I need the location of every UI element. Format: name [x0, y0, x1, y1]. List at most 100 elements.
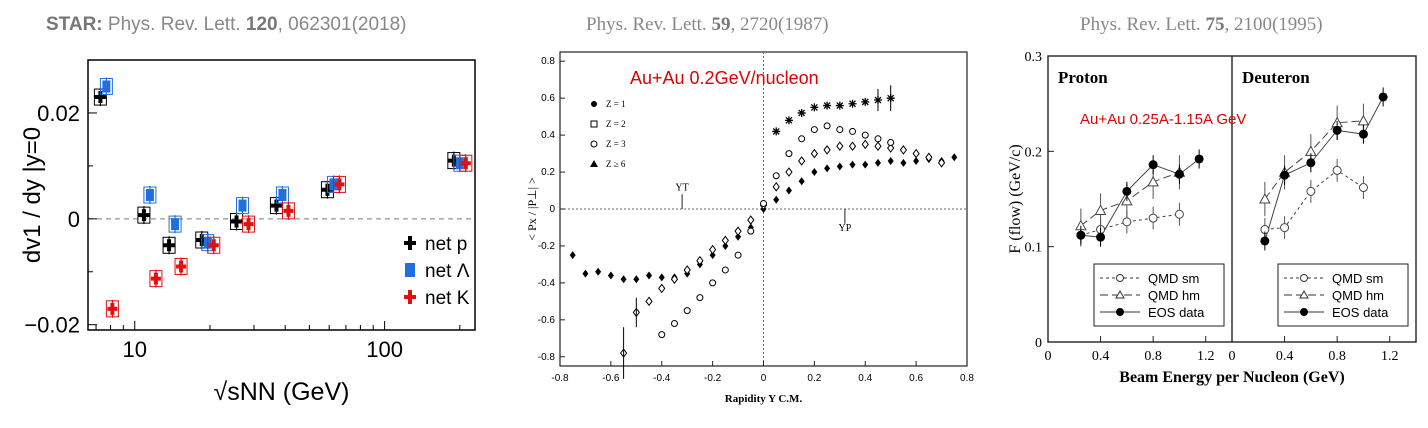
data-point-net-p [137, 209, 150, 222]
deuteron-eos-data-point [1358, 129, 1368, 139]
legend-label: Z ≥ 6 [606, 159, 626, 169]
y-tick-label: 0.02 [37, 101, 80, 126]
sys-error-box [105, 300, 119, 318]
data-point-z1 [836, 162, 843, 171]
x-tick-label: 0.4 [858, 373, 872, 384]
panel-title: Deuteron [1242, 68, 1310, 87]
data-point-z2 [658, 283, 666, 294]
x-tick-label: 0.8 [960, 373, 974, 384]
deuteron-qmd-sm-point [1332, 165, 1342, 175]
data-point-z2 [899, 145, 908, 155]
data-point-z2 [721, 235, 729, 246]
x-tick-label: 0.8 [1328, 349, 1346, 364]
sys-error-box [236, 197, 250, 215]
data-point-z3 [798, 135, 806, 143]
deuteron-eos-fit-line [1264, 96, 1384, 242]
annotation-au-au: Au+Au 0.2GeV/nucleon [630, 68, 819, 88]
sys-error-box [207, 236, 221, 254]
legend-marker [404, 290, 416, 304]
legend-marker [590, 160, 598, 167]
legend-marker [1115, 289, 1125, 299]
y-tick-label: 0.6 [541, 93, 555, 104]
data-point-z1 [862, 160, 869, 169]
chart-star-dv1dy: 10 100 0.02 0 −0.02 √sNN (GeV) dv1 / dy |y=0 ne… [0, 40, 490, 423]
chart-flow-vs-energy: 0.3 0.2 0.1 0 0 0.4 0.8 1.2 Proton 0 0.4 0.8 1.2 Deut… [1000, 40, 1428, 423]
legend-label: net Λ [425, 261, 470, 282]
data-point-z1 [735, 232, 742, 241]
y-axis-label: F (flow) (GeV/c) [1007, 144, 1024, 253]
data-point-z3 [861, 131, 869, 139]
data-point-z1 [951, 153, 958, 162]
plot-frame [87, 59, 476, 331]
y-axis-label: dv1 / dy |y=0 [19, 127, 46, 263]
sys-error-box [281, 202, 295, 220]
data-point-z2 [709, 244, 717, 255]
annotation-au-au: Au+Au 0.25A-1.15A GeV [1080, 111, 1246, 128]
x-tick-label: 100 [366, 337, 403, 362]
data-point-z3 [810, 126, 818, 134]
x-axis-label: Rapidity Y C.M. [725, 393, 803, 405]
data-point-z3 [836, 126, 844, 134]
data-point-z3 [658, 331, 666, 339]
data-point-z3 [683, 307, 691, 315]
data-point-z6 [797, 108, 806, 117]
legend-marker [1300, 308, 1308, 316]
legend-label: EOS data [1148, 305, 1205, 320]
data-point-z6 [784, 116, 793, 125]
data-point-z6 [823, 101, 832, 110]
data-point-z6 [848, 99, 857, 108]
panel-title: Proton [1058, 68, 1108, 87]
sys-error-box [242, 215, 256, 233]
caption-prl-1987: Phys. Rev. Lett. 59, 2720(1987) [586, 14, 829, 35]
data-point-z1 [798, 177, 805, 186]
sys-error-box [168, 215, 182, 233]
deuteron-qmd-sm-line [1264, 169, 1364, 231]
proton-qmd-hm-point [1094, 204, 1107, 215]
data-point-z2 [670, 274, 679, 285]
data-point-z2 [912, 148, 920, 159]
data-point-z6 [810, 103, 819, 112]
data-point-z2 [823, 145, 831, 155]
legend-label: net p [425, 234, 467, 255]
data-point-z3 [823, 122, 831, 130]
y-tick-label: 0.4 [541, 130, 555, 141]
y-tick-label: -0.4 [538, 278, 556, 289]
data-point-z2 [887, 143, 895, 153]
data-point-z3 [721, 266, 729, 274]
proton-eos-data-point [1096, 232, 1106, 242]
data-point-z1 [722, 241, 729, 250]
chart-star-svg: 10 100 0.02 0 −0.02 √sNN (GeV) dv1 / dy |y=0 ne… [19, 59, 476, 406]
data-point-z2 [848, 141, 857, 152]
data-point-z6 [861, 97, 870, 106]
x-tick-label: 10 [123, 337, 147, 362]
proton-qmd-sm-point [1148, 213, 1158, 223]
data-point-z1 [595, 267, 602, 276]
legend-marker [591, 101, 597, 107]
data-point-z2 [810, 148, 818, 159]
x-tick-label: -0.6 [602, 373, 620, 384]
y-tick-label: 0.2 [1025, 145, 1043, 160]
data-point-z1 [633, 275, 640, 284]
x-tick-label: 0.8 [1144, 349, 1162, 364]
data-point-z3 [874, 135, 882, 143]
data-point-z3 [670, 320, 678, 328]
data-point-net-lambda [278, 189, 287, 201]
data-point-z3 [709, 279, 717, 287]
sys-error-box [149, 270, 163, 288]
chart-rapidity-svg: -0.8 -0.6 -0.4 -0.2 0 0.2 0.4 0.6 0.8 0.8 0.6 0.4 0.… [525, 51, 974, 405]
deuteron-eos-data-point [1378, 92, 1388, 102]
data-point-z2 [747, 215, 755, 225]
proton-qmd-sm-point [1174, 209, 1184, 219]
legend-marker [590, 140, 598, 148]
deuteron-qmd-hm-point [1357, 114, 1370, 126]
data-point-z2 [798, 156, 806, 166]
y-tick-label: -0.2 [538, 241, 556, 252]
data-point-net-k [460, 157, 471, 170]
data-point-z1 [646, 271, 653, 280]
caption-star: STAR: Phys. Rev. Lett. 120, 062301(2018) [46, 14, 407, 35]
proton-eos-data-point [1148, 160, 1158, 170]
legend-marker [1116, 308, 1124, 316]
data-point-net-k [243, 218, 254, 231]
legend-marker [1300, 274, 1308, 282]
data-point-z3 [887, 139, 895, 147]
